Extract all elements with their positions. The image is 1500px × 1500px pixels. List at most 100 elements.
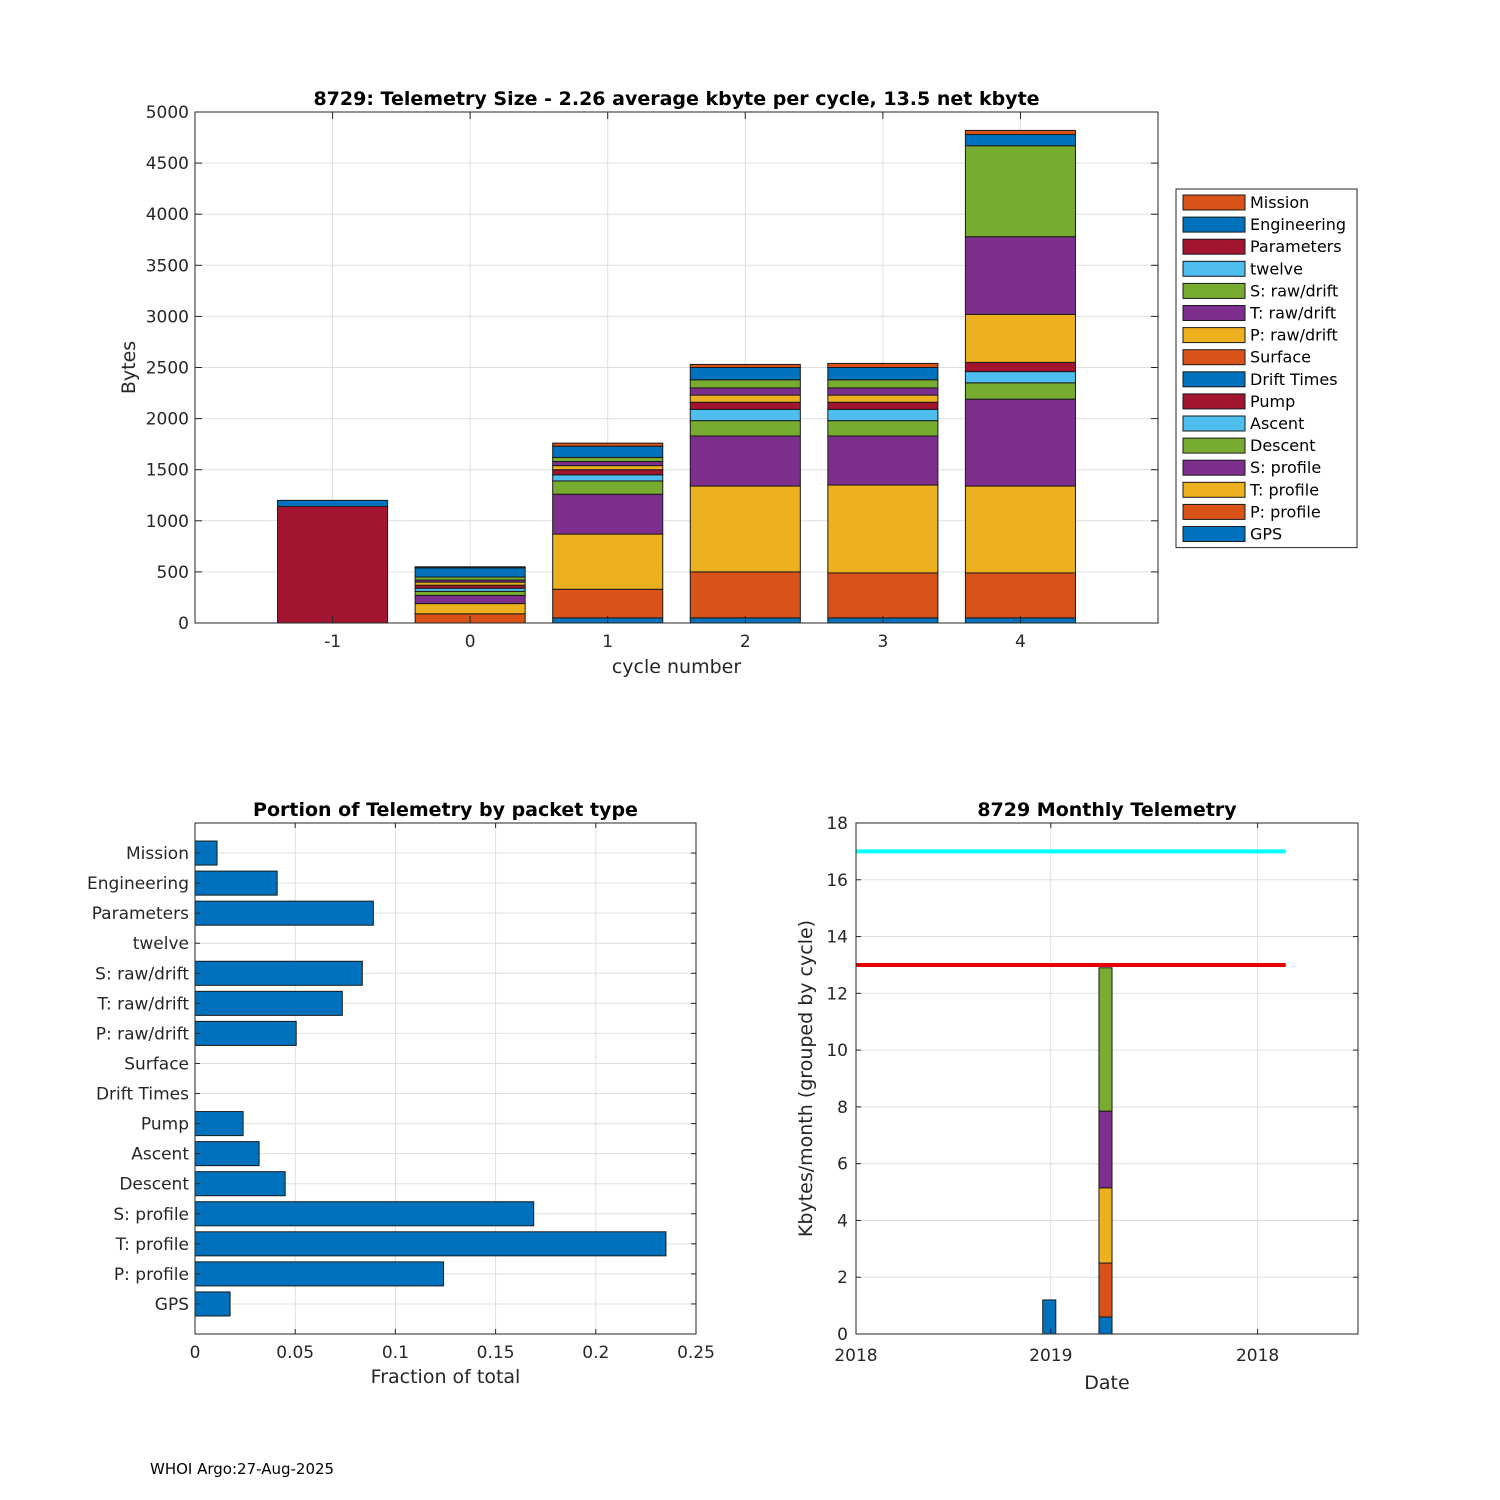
footer-credit: WHOI Argo:27-Aug-2025 bbox=[150, 1460, 335, 1478]
legend-label-surface: Surface bbox=[1250, 348, 1311, 367]
legend-label-s-raw-drift: S: raw/drift bbox=[1250, 281, 1338, 300]
x-axis-label: Fraction of total bbox=[371, 1366, 521, 1388]
legend-swatch-s-profile bbox=[1182, 459, 1246, 476]
y-tick-label: 2000 bbox=[146, 410, 189, 430]
bar-1-segment-2 bbox=[1098, 1187, 1113, 1264]
bar-s-profile-cycle-1 bbox=[552, 493, 664, 535]
x-tick-label: 0 bbox=[465, 632, 476, 652]
bar-1-segment-4 bbox=[1098, 967, 1113, 1112]
y-tick-label-pump: Pump bbox=[141, 1115, 189, 1135]
x-tick-label: 0.25 bbox=[677, 1343, 715, 1363]
x-tick-label: 2018 bbox=[1236, 1346, 1279, 1366]
bar-s-profile-cycle-0 bbox=[414, 594, 526, 605]
bar-gps bbox=[194, 1291, 231, 1317]
bar-t-profile-cycle-4 bbox=[964, 485, 1076, 574]
telemetry-size-chart: 0 500 1000 1500 2000 2500 3000 3500 4000 4500 5000… bbox=[118, 88, 1358, 678]
bar-engineering-cycle-0 bbox=[414, 567, 526, 578]
y-tick-label-t-raw-drift: T: raw/drift bbox=[96, 994, 189, 1014]
bar-p-profile-cycle-1 bbox=[552, 588, 664, 619]
y-tick-label-twelve: twelve bbox=[133, 934, 189, 954]
y-tick-label: 5000 bbox=[146, 103, 189, 123]
legend-label-t-raw-drift: T: raw/drift bbox=[1249, 304, 1336, 323]
bar-t-raw-drift-cycle-1 bbox=[552, 461, 664, 467]
bar-pump bbox=[194, 1111, 244, 1137]
bar-mission-cycle-4 bbox=[964, 129, 1076, 135]
bar-mission-cycle-1 bbox=[552, 442, 664, 447]
x-tick-label: 0.2 bbox=[582, 1343, 609, 1363]
ticks: 0 2 4 6 8 10 12 14 16 18 2018 2019 2018 bbox=[826, 814, 1358, 1366]
bar-0-segment-0 bbox=[1042, 1299, 1057, 1335]
y-tick-label: 14 bbox=[826, 928, 848, 948]
axes-frame bbox=[194, 822, 697, 1335]
legend-swatch-twelve bbox=[1182, 260, 1246, 277]
y-tick-label: 6 bbox=[837, 1155, 848, 1175]
bar-p-profile-cycle-4 bbox=[964, 572, 1076, 619]
y-tick-label-engineering: Engineering bbox=[87, 874, 189, 894]
y-axis-label: Kbytes/month (grouped by cycle) bbox=[795, 920, 817, 1237]
legend-label-descent: Descent bbox=[1250, 436, 1316, 455]
bar-descent-cycle-0 bbox=[414, 590, 526, 596]
bar-s-raw-drift-cycle-3 bbox=[827, 379, 939, 389]
bar-engineering-cycle-3 bbox=[827, 367, 939, 381]
legend: Mission Engineering Parameters twelve S: raw… bbox=[1175, 188, 1358, 549]
bar-s-profile-cycle-3 bbox=[827, 435, 939, 486]
x-tick-label: 0.05 bbox=[276, 1343, 314, 1363]
x-tick-label: 3 bbox=[877, 632, 888, 652]
legend-label-t-profile: T: profile bbox=[1249, 480, 1319, 499]
y-tick-label: 500 bbox=[157, 563, 189, 583]
legend-swatch-t-profile bbox=[1182, 481, 1246, 498]
portion-by-packet-chart: 0 0.05 0.1 0.15 0.2 0.25 GPS P: profile T: profi… bbox=[87, 799, 715, 1388]
bar-descent bbox=[194, 1171, 286, 1197]
legend-swatch-t-raw-drift bbox=[1182, 305, 1246, 321]
monthly-telemetry-chart: 0 2 4 6 8 10 12 14 16 18 2018 2019 2018 8729 Monthly… bbox=[795, 799, 1359, 1394]
bar-descent-cycle-2 bbox=[689, 420, 801, 437]
y-tick-label: 2500 bbox=[146, 359, 189, 379]
bar-mission-cycle-0 bbox=[414, 566, 526, 569]
bar-mission-cycle-3 bbox=[827, 362, 939, 368]
bar-engineering bbox=[194, 870, 278, 896]
y-tick-label-gps: GPS bbox=[155, 1295, 189, 1315]
bar-s-raw-drift-cycle-4 bbox=[964, 145, 1076, 238]
x-tick-label: 4 bbox=[1015, 632, 1026, 652]
bar-ascent-cycle-3 bbox=[827, 408, 939, 422]
y-tick-label-drift-times: Drift Times bbox=[96, 1085, 189, 1105]
y-tick-label: 1000 bbox=[146, 512, 189, 532]
y-tick-label: 2 bbox=[837, 1268, 848, 1288]
chart-title: 8729: Telemetry Size - 2.26 average kbyt… bbox=[313, 88, 1039, 110]
bar-p-raw-drift-cycle-3 bbox=[827, 394, 939, 403]
legend-label-ascent: Ascent bbox=[1250, 414, 1304, 433]
bar-1-segment-3 bbox=[1098, 1110, 1113, 1189]
legend-swatch-p-raw-drift bbox=[1182, 327, 1246, 344]
bar-engineering-cycle-2 bbox=[689, 367, 801, 381]
bar-p-raw-drift-cycle-2 bbox=[689, 394, 801, 403]
y-tick-label-s-profile: S: profile bbox=[113, 1205, 189, 1225]
threshold-lines bbox=[856, 849, 1286, 967]
bar-p-raw-drift-cycle-4 bbox=[964, 313, 1076, 363]
bar-s-raw-drift-cycle-1 bbox=[552, 456, 664, 463]
bar-descent-cycle-4 bbox=[964, 382, 1076, 400]
bar-mission-cycle-2 bbox=[689, 363, 801, 368]
y-tick-label: 0 bbox=[837, 1325, 848, 1345]
bar-descent-cycle-3 bbox=[827, 420, 939, 437]
bars bbox=[277, 129, 1076, 624]
bar-t-raw-drift-cycle-3 bbox=[827, 387, 939, 396]
y-tick-label-p-profile: P: profile bbox=[114, 1265, 189, 1285]
y-tick-label-parameters: Parameters bbox=[92, 904, 189, 924]
axes-frame bbox=[855, 822, 1359, 1335]
legend-label-engineering: Engineering bbox=[1250, 215, 1346, 234]
y-tick-label: 8 bbox=[837, 1098, 848, 1118]
bar-t-raw-drift bbox=[194, 990, 343, 1016]
legend-swatch-mission bbox=[1182, 194, 1246, 211]
y-tick-label-ascent: Ascent bbox=[131, 1145, 189, 1165]
y-tick-label: 1500 bbox=[146, 461, 189, 481]
bar-1-segment-1 bbox=[1098, 1262, 1113, 1318]
y-tick-label-mission: Mission bbox=[126, 844, 189, 864]
legend-label-drift-times: Drift Times bbox=[1250, 370, 1338, 389]
legend-swatch-drift-times bbox=[1182, 371, 1246, 388]
legend-label-parameters: Parameters bbox=[1250, 237, 1342, 256]
bar-s-profile-cycle-2 bbox=[689, 435, 801, 487]
legend-label-mission: Mission bbox=[1250, 193, 1309, 212]
y-tick-label: 3000 bbox=[146, 307, 189, 327]
bar-p-profile bbox=[194, 1261, 444, 1287]
